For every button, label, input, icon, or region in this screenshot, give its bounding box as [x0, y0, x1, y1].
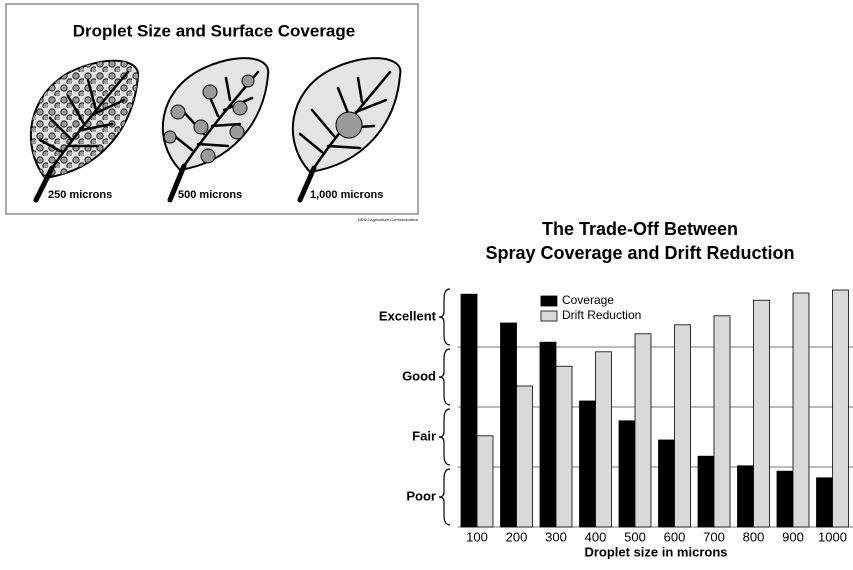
bar — [698, 456, 714, 527]
x-tick-label: 300 — [545, 529, 567, 544]
legend-swatch — [541, 296, 557, 306]
y-tick-label: Poor — [406, 488, 436, 503]
leaf-label: 1,000 microns — [310, 189, 383, 201]
diagram-title: Droplet Size and Surface Coverage — [73, 21, 355, 40]
x-tick-label: 900 — [782, 529, 804, 544]
plot: Poor Fair Good Excellent 100 200 300 400 500 600 7… — [379, 289, 853, 544]
x-tick-label: 500 — [624, 529, 646, 544]
bar — [461, 294, 477, 527]
bar — [596, 352, 612, 527]
x-tick-label: 800 — [743, 529, 765, 544]
bar — [540, 342, 556, 527]
x-tick-label: 600 — [664, 529, 686, 544]
legend-swatch — [541, 311, 557, 321]
x-tick-label: 700 — [703, 529, 725, 544]
chart-title: The Trade-Off Between — [542, 219, 738, 239]
bar — [619, 421, 635, 527]
bar — [580, 401, 596, 527]
bar — [777, 471, 793, 527]
x-tick-label: 1000 — [818, 529, 847, 544]
y-tick-label: Good — [402, 368, 436, 383]
chart-title: Spray Coverage and Drift Reduction — [485, 243, 794, 263]
x-tick-label: 400 — [585, 529, 607, 544]
bar — [817, 478, 833, 527]
bar — [659, 440, 675, 527]
bar — [517, 386, 533, 527]
bar — [714, 316, 730, 527]
bar — [477, 436, 493, 527]
x-axis-label: Droplet size in microns — [584, 544, 727, 559]
diagram: Droplet Size and Surface Coverage 250 mi… — [6, 4, 418, 222]
bar — [738, 466, 754, 527]
leaf-label: 500 microns — [178, 189, 242, 201]
y-tick-label: Excellent — [379, 308, 437, 323]
bar — [501, 323, 517, 527]
x-tick-label: 100 — [466, 529, 488, 544]
y-tick-brace — [439, 409, 450, 465]
y-tick-brace — [439, 469, 450, 525]
bar — [793, 293, 809, 527]
legend-label: Coverage — [562, 293, 614, 307]
page: Droplet Size and Surface Coverage 250 mi… — [0, 0, 853, 565]
leaf-label: 250 microns — [48, 189, 112, 201]
bar — [635, 334, 651, 527]
y-tick-brace — [439, 349, 450, 405]
bar — [556, 366, 572, 527]
bar — [675, 325, 691, 527]
x-tick-label: 200 — [506, 529, 528, 544]
y-tick-label: Fair — [412, 428, 436, 443]
legend-label: Drift Reduction — [562, 308, 641, 322]
bar — [833, 290, 849, 527]
credit: NDSU Agriculture Communication — [358, 217, 418, 222]
y-tick-brace — [439, 289, 450, 345]
bar — [754, 300, 770, 527]
